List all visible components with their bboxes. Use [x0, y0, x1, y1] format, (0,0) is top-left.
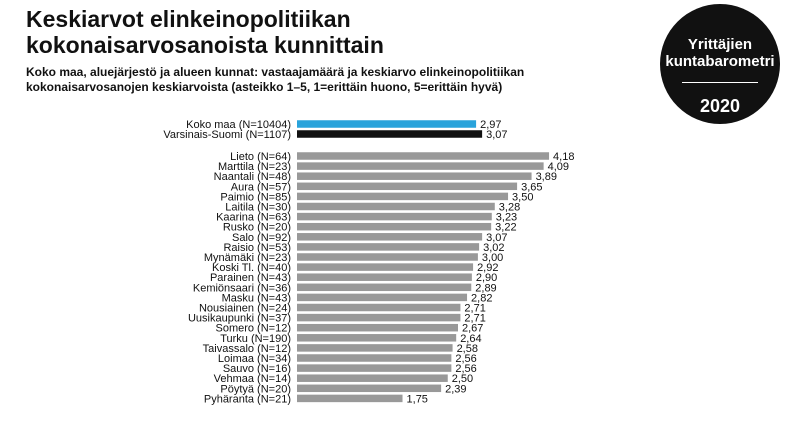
- municipality-category-label: Naantali (N=48): [214, 171, 291, 183]
- municipality-bar: [297, 152, 550, 160]
- municipality-category-label: Taivassalo (N=12): [203, 343, 291, 355]
- municipality-bar: [297, 303, 461, 312]
- logo-year: 2020: [699, 96, 741, 116]
- municipality-value-label: 3,89: [536, 171, 557, 183]
- municipality-value-label: 1,75: [407, 393, 428, 405]
- summary-value-label: 2,97: [480, 119, 501, 131]
- summary-value-label: 3,07: [486, 129, 507, 141]
- municipality-category-label: Nousiainen (N=24): [199, 303, 291, 315]
- municipality-category-label: Kaarina (N=63): [216, 212, 291, 224]
- municipality-category-label: Somero (N=12): [215, 323, 291, 335]
- municipality-category-label: Sauvo (N=16): [223, 363, 291, 375]
- logo-line1: Yrittäjien: [687, 36, 753, 53]
- municipality-value-label: 3,22: [495, 222, 516, 234]
- municipality-bar: [297, 293, 468, 302]
- municipality-bar: [297, 354, 452, 362]
- municipality-value-label: 2,64: [460, 333, 481, 345]
- municipality-category-label: Uusikaupunki (N=37): [188, 313, 291, 325]
- municipality-category-label: Raisio (N=53): [223, 242, 291, 254]
- logo-divider: [682, 82, 758, 83]
- municipality-value-label: 2,82: [471, 292, 492, 304]
- municipality-bar: [297, 263, 474, 271]
- municipality-category-label: Vehmaa (N=14): [214, 373, 291, 385]
- municipality-value-label: 2,39: [445, 383, 466, 395]
- municipality-bar: [297, 212, 492, 221]
- municipality-category-label: Masku (N=43): [222, 292, 291, 304]
- kuntabarometri-logo: Yrittäjien kuntabarometri 2020: [660, 4, 780, 124]
- municipality-bar: [297, 283, 472, 292]
- municipality-value-label: 2,56: [455, 353, 476, 365]
- municipality-value-label: 3,02: [483, 242, 504, 254]
- chart-title-line1: Keskiarvot elinkeinopolitiikan: [26, 6, 351, 32]
- summary-category-label: Varsinais-Suomi (N=1107): [163, 129, 291, 141]
- municipality-value-label: 2,56: [455, 363, 476, 375]
- municipality-bar: [297, 394, 403, 403]
- municipality-value-label: 3,28: [499, 202, 520, 214]
- municipality-bar: [297, 334, 457, 342]
- summary-bar: [297, 130, 483, 138]
- municipality-category-label: Paimio (N=85): [220, 191, 291, 203]
- summary-category-label: Koko maa (N=10404): [186, 119, 291, 131]
- municipality-category-label: Pyhäranta (N=21): [204, 393, 291, 405]
- municipality-bar: [297, 323, 459, 332]
- municipality-category-label: Salo (N=92): [232, 232, 291, 244]
- municipality-value-label: 2,89: [475, 282, 496, 294]
- municipality-category-label: Kemiönsaari (N=36): [193, 282, 291, 294]
- municipality-value-label: 2,71: [464, 303, 485, 315]
- municipality-value-label: 2,90: [476, 272, 497, 284]
- municipality-category-label: Pöytyä (N=20): [220, 383, 291, 395]
- municipality-value-label: 2,50: [452, 373, 473, 385]
- municipality-value-label: 2,58: [457, 343, 478, 355]
- municipality-category-label: Rusko (N=20): [223, 222, 291, 234]
- municipality-value-label: 2,71: [464, 313, 485, 325]
- municipality-value-label: 3,65: [521, 181, 542, 193]
- municipality-category-label: Koski Tl. (N=40): [212, 262, 291, 274]
- municipality-bar: [297, 182, 518, 191]
- chart-title-line2: kokonaisarvosanoista kunnittain: [26, 32, 384, 58]
- municipality-category-label: Lieto (N=64): [230, 151, 291, 163]
- municipality-bar: [297, 273, 472, 281]
- logo-line2: kuntabarometri: [665, 53, 775, 70]
- municipality-bar: [297, 192, 509, 201]
- municipality-bar: [297, 344, 453, 352]
- municipality-value-label: 3,23: [496, 212, 517, 224]
- municipality-value-label: 3,07: [486, 232, 507, 244]
- municipality-bar: [297, 253, 478, 261]
- municipality-bar: [297, 162, 544, 170]
- municipality-bar: [297, 202, 495, 211]
- municipality-category-label: Parainen (N=43): [210, 272, 291, 284]
- municipality-value-label: 3,00: [482, 252, 503, 264]
- municipality-category-label: Turku (N=190): [220, 333, 291, 345]
- chart-subtitle-line2: kokonaisarvosanojen keskiarvoista (astei…: [26, 80, 503, 94]
- summary-bar: [297, 120, 477, 128]
- municipality-bar: [297, 384, 442, 393]
- municipality-value-label: 2,92: [477, 262, 498, 274]
- municipality-bar: [297, 364, 452, 372]
- municipality-bar: [297, 172, 532, 180]
- municipality-category-label: Aura (N=57): [231, 181, 291, 193]
- municipality-category-label: Marttila (N=23): [218, 161, 291, 173]
- municipality-bar: [297, 222, 492, 231]
- municipality-value-label: 3,50: [512, 191, 533, 203]
- municipality-value-label: 4,09: [548, 161, 569, 173]
- chart-subtitle-line1: Koko maa, aluejärjestö ja alueen kunnat:…: [26, 65, 525, 79]
- municipality-value-label: 4,18: [553, 151, 574, 163]
- municipality-value-label: 2,67: [462, 323, 483, 335]
- chart-subtitle: Koko maa, aluejärjestö ja alueen kunnat:…: [26, 65, 626, 95]
- municipality-bar: [297, 313, 461, 322]
- chart-title: Keskiarvot elinkeinopolitiikan kokonaisa…: [26, 6, 626, 58]
- municipality-bar: [297, 243, 480, 251]
- municipality-category-label: Laitila (N=30): [225, 202, 291, 214]
- municipality-category-label: Mynämäki (N=23): [204, 252, 291, 264]
- municipality-bar: [297, 233, 483, 241]
- municipality-bar: [297, 374, 448, 382]
- municipality-category-label: Loimaa (N=34): [218, 353, 291, 365]
